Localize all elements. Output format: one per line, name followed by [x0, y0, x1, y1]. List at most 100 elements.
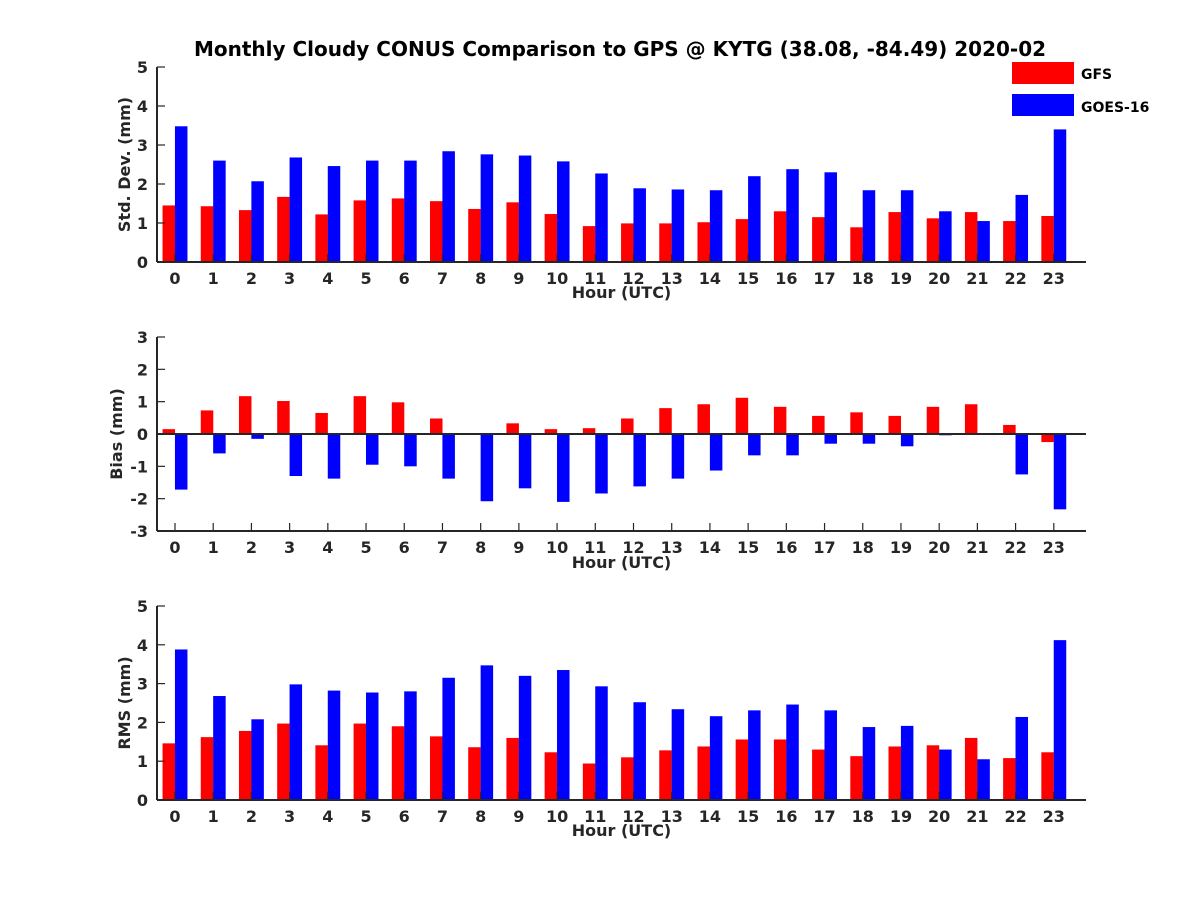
bar-goes16-h19: [900, 190, 914, 262]
bar-goes16-h12: [633, 434, 646, 487]
bar-goes16-h14: [709, 190, 723, 262]
bar-goes16-h16: [786, 169, 799, 262]
y-tick-label: 0: [137, 253, 148, 272]
bar-goes16-h12: [633, 702, 646, 800]
bar-gfs-h0: [162, 429, 176, 434]
bar-goes16-h0: [174, 126, 188, 262]
bar-goes16-h5: [365, 434, 379, 465]
y-tick-label: 1: [137, 214, 148, 233]
bar-goes16-h8: [480, 434, 494, 502]
bar-gfs-h23: [1041, 215, 1054, 262]
bar-goes16-h17: [824, 434, 837, 444]
legend-swatch-goes16: [1012, 94, 1074, 116]
bar-goes16-h10: [557, 670, 570, 800]
x-tick-label: 21: [966, 538, 988, 557]
x-tick-label: 17: [813, 538, 835, 557]
bar-goes16-h16: [786, 434, 799, 456]
legend-swatch-gfs: [1012, 62, 1074, 84]
bar-goes16-h14: [709, 434, 723, 471]
x-tick-label: 7: [437, 269, 448, 288]
bar-goes16-h19: [900, 434, 914, 447]
x-tick-label: 16: [775, 807, 797, 826]
bar-goes16-h11: [595, 173, 608, 262]
bar-gfs-h9: [506, 737, 519, 800]
x-tick-label: 0: [169, 807, 180, 826]
x-tick-label: 13: [661, 807, 683, 826]
bar-gfs-h22: [1003, 221, 1016, 262]
x-tick-label: 23: [1043, 538, 1065, 557]
x-tick-label: 16: [775, 269, 797, 288]
x-tick-label: 1: [208, 807, 219, 826]
bar-gfs-h23: [1041, 752, 1054, 800]
bar-goes16-h8: [480, 665, 494, 800]
bar-gfs-h3: [277, 723, 290, 800]
x-tick-label: 15: [737, 807, 759, 826]
bar-gfs-h6: [391, 198, 405, 262]
x-tick-label: 19: [890, 269, 912, 288]
bar-gfs-h17: [812, 749, 825, 800]
bar-gfs-h1: [200, 737, 214, 800]
bar-goes16-h23: [1053, 129, 1067, 262]
x-tick-label: 9: [513, 807, 524, 826]
bar-goes16-h21: [977, 221, 990, 262]
bar-goes16-h9: [518, 155, 532, 262]
bar-gfs-h12: [621, 418, 634, 434]
x-tick-label: 6: [399, 269, 410, 288]
bar-gfs-h9: [506, 202, 519, 262]
bar-goes16-h5: [365, 692, 379, 800]
x-tick-label: 11: [584, 538, 606, 557]
x-tick-label: 7: [437, 538, 448, 557]
y-tick-label: 2: [137, 175, 148, 194]
x-tick-label: 22: [1004, 807, 1026, 826]
bar-gfs-h9: [506, 423, 519, 434]
bar-goes16-h4: [327, 690, 341, 800]
bar-goes16-h13: [671, 189, 685, 262]
y-tick-label: 1: [137, 393, 148, 412]
bar-gfs-h16: [773, 211, 787, 262]
x-tick-label: 8: [475, 269, 486, 288]
x-tick-label: 6: [399, 807, 410, 826]
bar-gfs-h17: [812, 217, 825, 262]
bar-gfs-h15: [735, 739, 749, 800]
bar-gfs-h4: [315, 214, 328, 262]
x-axis-label: Hour (UTC): [572, 283, 672, 302]
x-tick-label: 22: [1004, 269, 1026, 288]
bar-goes16-h13: [671, 709, 685, 800]
bar-gfs-h3: [277, 196, 290, 262]
bar-goes16-h7: [442, 151, 455, 262]
bar-goes16-h2: [251, 434, 264, 439]
bar-gfs-h18: [850, 227, 863, 262]
y-tick-label: 3: [137, 675, 148, 694]
bar-gfs-h8: [468, 208, 481, 262]
y-tick-label: -1: [130, 457, 148, 476]
bar-gfs-h19: [888, 746, 902, 800]
x-tick-label: 0: [169, 538, 180, 557]
bar-gfs-h7: [430, 201, 443, 262]
x-tick-label: 1: [208, 269, 219, 288]
bar-goes16-h7: [442, 434, 455, 479]
bar-gfs-h3: [277, 401, 290, 434]
bar-gfs-h17: [812, 415, 825, 434]
bar-goes16-h12: [633, 188, 646, 262]
bar-goes16-h1: [213, 160, 226, 262]
bar-goes16-h6: [404, 434, 417, 467]
x-tick-label: 7: [437, 807, 448, 826]
y-tick-label: -2: [130, 490, 148, 509]
bar-gfs-h4: [315, 412, 328, 434]
bar-goes16-h18: [862, 190, 876, 262]
bar-gfs-h4: [315, 745, 328, 800]
x-tick-label: 23: [1043, 807, 1065, 826]
bar-gfs-h20: [926, 406, 940, 434]
x-tick-label: 3: [284, 538, 295, 557]
bar-goes16-h10: [557, 434, 570, 502]
bar-gfs-h11: [582, 428, 596, 434]
y-tick-label: 2: [137, 713, 148, 732]
bar-gfs-h22: [1003, 758, 1016, 800]
bar-goes16-h15: [748, 434, 761, 456]
y-axis-label: Bias (mm): [107, 388, 126, 480]
bar-gfs-h13: [659, 750, 672, 800]
bar-goes16-h3: [289, 684, 303, 800]
x-tick-label: 0: [169, 269, 180, 288]
x-tick-label: 5: [360, 538, 371, 557]
